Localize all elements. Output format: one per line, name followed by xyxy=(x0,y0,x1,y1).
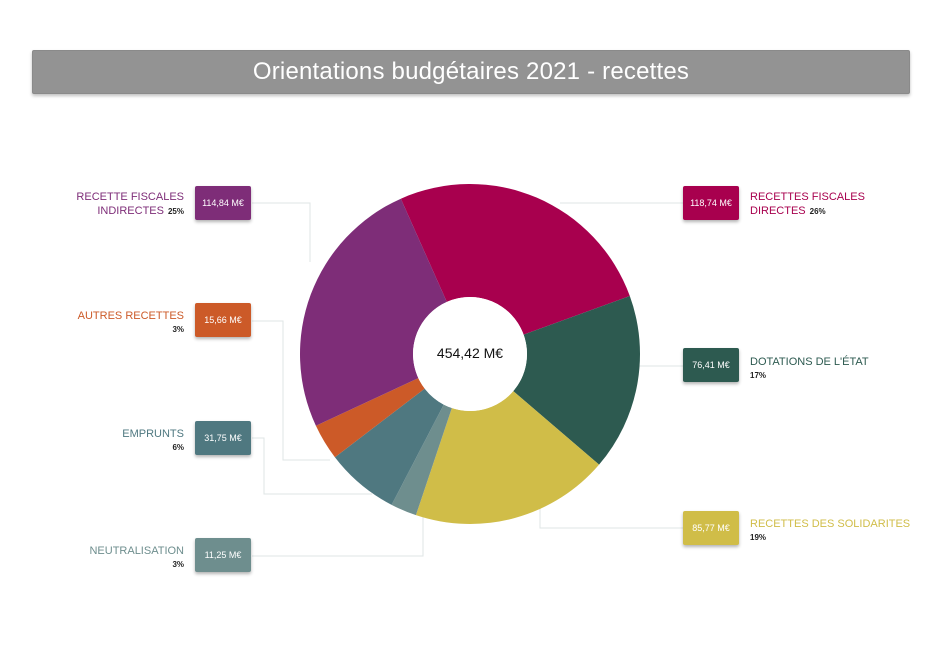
legend-name: NEUTRALISATION xyxy=(89,545,184,557)
legend-pct: 3% xyxy=(172,325,184,334)
legend-name: RECETTES DES SOLIDARITES xyxy=(750,518,911,530)
legend-pct: 19% xyxy=(750,533,767,542)
donut-hole xyxy=(413,297,527,411)
value-box-recette-fiscales-indirectes: 114,84 M€ xyxy=(195,186,251,220)
donut-slice xyxy=(415,391,600,524)
value-box-solidarites: 85,77 M€ xyxy=(683,511,739,545)
legend-pct: 6% xyxy=(172,443,184,452)
connector-line xyxy=(252,437,372,495)
connector-line xyxy=(252,515,424,557)
total-value: 454,42 M€ xyxy=(436,345,504,361)
legend-name-line2: DIRECTES xyxy=(750,205,806,217)
donut-slice xyxy=(391,404,452,516)
legend-name: RECETTE FISCALES xyxy=(76,191,184,203)
legend-pct: 25% xyxy=(167,207,184,216)
legend-name: RECETTES FISCALES xyxy=(750,191,865,203)
chart-title: Orientations budgétaires 2021 - recettes xyxy=(252,58,690,85)
donut-slice xyxy=(334,388,444,505)
connector-line xyxy=(539,502,683,529)
legend-name: DOTATIONS DE L'ÉTAT xyxy=(750,356,869,368)
legend-pct: 3% xyxy=(172,560,184,569)
donut-slice xyxy=(400,184,630,335)
legend-solidarites: RECETTES DES SOLIDARITES 19% xyxy=(750,517,910,545)
legend-pct: 17% xyxy=(750,371,767,380)
donut-slice xyxy=(300,198,447,426)
legend-dotations: DOTATIONS DE L'ÉTAT 17% xyxy=(750,355,869,383)
donut-slice xyxy=(315,378,425,458)
legend-name: AUTRES RECETTES xyxy=(77,310,184,322)
value-box-recettes-fiscales-directes: 118,74 M€ xyxy=(683,186,739,220)
value-box-autres-recettes: 15,66 M€ xyxy=(195,303,251,337)
donut-slice xyxy=(513,296,640,465)
legend-recettes-fiscales-directes: RECETTES FISCALES DIRECTES 26% xyxy=(750,190,865,219)
legend-name-line2: INDIRECTES xyxy=(97,205,164,217)
connector-line xyxy=(252,320,330,461)
legend-name: EMPRUNTS xyxy=(122,428,184,440)
value-box-neutralisation: 11,25 M€ xyxy=(195,538,251,572)
title-bar: Orientations budgétaires 2021 - recettes xyxy=(32,50,910,94)
connector-line xyxy=(252,202,311,262)
value-box-dotations: 76,41 M€ xyxy=(683,348,739,382)
legend-recette-fiscales-indirectes: RECETTE FISCALES INDIRECTES 25% xyxy=(40,190,184,219)
legend-emprunts: EMPRUNTS 6% xyxy=(40,427,184,455)
legend-autres-recettes: AUTRES RECETTES 3% xyxy=(40,309,184,337)
legend-neutralisation: NEUTRALISATION 3% xyxy=(40,544,184,572)
legend-pct: 26% xyxy=(809,207,826,216)
value-box-emprunts: 31,75 M€ xyxy=(195,421,251,455)
